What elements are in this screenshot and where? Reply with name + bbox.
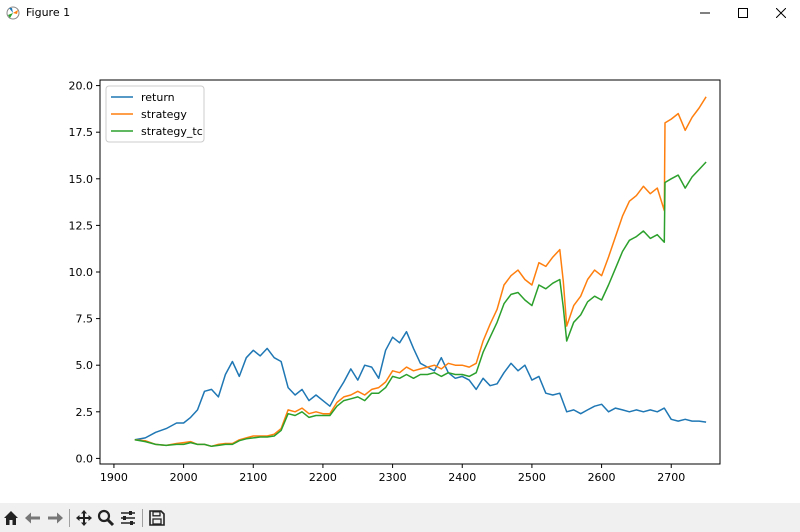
navigation-toolbar [0, 503, 800, 532]
x-axis-ticks: 1900 2000 2100 2200 2300 2400 2500 2600 2700 [100, 464, 685, 484]
y-axis-ticks: 0.0 2.5 5.0 7.5 10.0 12.5 15.0 17.5 20.0 [69, 80, 100, 465]
forward-button[interactable] [44, 507, 66, 529]
back-arrow-icon [25, 512, 40, 523]
back-button[interactable] [22, 507, 44, 529]
save-icon [149, 509, 165, 526]
x-tick-label: 2100 [239, 471, 267, 484]
subplots-icon [121, 510, 135, 525]
home-icon [4, 510, 18, 525]
legend-label-strategy: strategy [141, 108, 187, 121]
legend: return strategy strategy_tc [105, 85, 205, 143]
x-tick-label: 2600 [588, 471, 616, 484]
y-tick-label: 17.5 [69, 126, 94, 139]
figure-canvas[interactable]: 1900 2000 2100 2200 2300 2400 2500 2600 2700 0.0… [0, 25, 800, 503]
x-tick-label: 2000 [170, 471, 198, 484]
x-tick-label: 2300 [379, 471, 407, 484]
y-tick-label: 15.0 [69, 173, 94, 186]
y-tick-label: 0.0 [76, 452, 94, 465]
y-tick-label: 7.5 [76, 313, 94, 326]
y-tick-label: 20.0 [69, 80, 94, 93]
y-tick-label: 2.5 [76, 406, 94, 419]
line-chart: 1900 2000 2100 2200 2300 2400 2500 2600 2700 0.0… [69, 79, 721, 484]
pan-icon [76, 509, 92, 526]
close-button[interactable] [762, 0, 800, 25]
minimize-icon [700, 12, 710, 13]
series-line-strategy-tc [134, 161, 707, 448]
zoom-button[interactable] [95, 507, 117, 529]
plot-lines [134, 96, 707, 448]
x-tick-label: 1900 [100, 471, 128, 484]
legend-label-return: return [141, 91, 175, 104]
configure-subplots-button[interactable] [117, 507, 139, 529]
zoom-icon [97, 509, 115, 526]
close-icon [776, 7, 786, 18]
minimize-button[interactable] [686, 0, 724, 25]
maximize-button[interactable] [724, 0, 762, 25]
home-button[interactable] [0, 507, 22, 529]
toolbar-separator [69, 508, 70, 527]
save-button[interactable] [146, 507, 168, 529]
x-tick-label: 2200 [309, 471, 337, 484]
forward-arrow-icon [48, 512, 63, 523]
y-tick-label: 10.0 [69, 266, 94, 279]
matplotlib-logo-icon [6, 6, 20, 19]
toolbar-separator [142, 508, 143, 527]
window-titlebar: Figure 1 [0, 0, 800, 25]
legend-box [105, 85, 205, 143]
x-tick-label: 2700 [657, 471, 685, 484]
x-tick-label: 2400 [448, 471, 476, 484]
maximize-icon [738, 7, 748, 18]
series-line-strategy [134, 96, 707, 448]
legend-label-strategy-tc: strategy_tc [141, 125, 203, 138]
window-title: Figure 1 [26, 6, 71, 19]
axes-frame [99, 79, 721, 465]
series-line-return [134, 330, 707, 441]
y-tick-label: 5.0 [76, 359, 94, 372]
y-tick-label: 12.5 [69, 219, 94, 232]
x-tick-label: 2500 [518, 471, 546, 484]
pan-button[interactable] [73, 507, 95, 529]
